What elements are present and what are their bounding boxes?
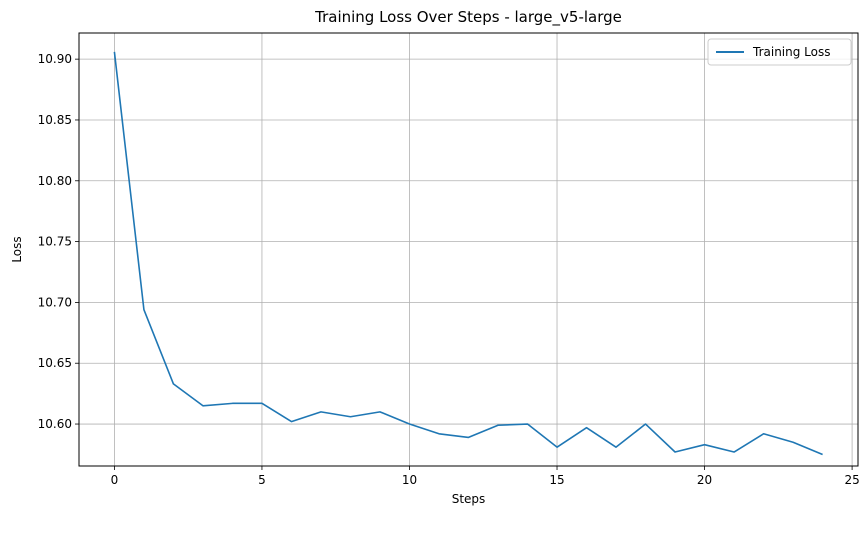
y-tick-label: 10.60 (38, 417, 72, 431)
series-line-training-loss (113, 51, 823, 456)
x-axis-label: Steps (452, 492, 486, 506)
x-tick-label: 20 (697, 473, 712, 487)
y-tick-label: 10.70 (38, 295, 72, 309)
x-tick-label: 5 (258, 473, 266, 487)
y-axis-label: Loss (10, 236, 24, 262)
series-layer (113, 51, 823, 456)
plot-frame (78, 32, 859, 467)
x-tick-label: 25 (844, 473, 859, 487)
legend-label-training-loss: Training Loss (752, 45, 830, 59)
axis-ticks: 0 5 10 15 20 25 10.60 10.65 10.70 10.75 10.80 10.85… (38, 52, 860, 487)
legend-box (707, 38, 852, 66)
y-tick-label: 10.85 (38, 113, 72, 127)
y-tick-label: 10.80 (38, 174, 72, 188)
x-tick-label: 0 (111, 473, 119, 487)
y-tick-label: 10.65 (38, 356, 72, 370)
x-tick-label: 10 (402, 473, 417, 487)
x-tick-label: 15 (549, 473, 564, 487)
legend: Training Loss (707, 38, 852, 66)
y-tick-label: 10.75 (38, 235, 72, 249)
chart-title: Training Loss Over Steps - large_v5-larg… (314, 8, 622, 27)
y-tick-label: 10.90 (38, 52, 72, 66)
